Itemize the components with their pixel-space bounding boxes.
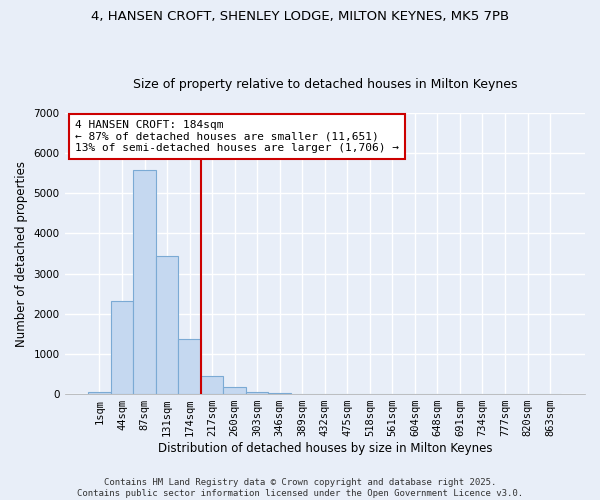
- Bar: [111, 302, 133, 394]
- Title: Size of property relative to detached houses in Milton Keynes: Size of property relative to detached ho…: [133, 78, 517, 91]
- Bar: [223, 387, 246, 394]
- X-axis label: Distribution of detached houses by size in Milton Keynes: Distribution of detached houses by size …: [158, 442, 492, 455]
- Y-axis label: Number of detached properties: Number of detached properties: [15, 160, 28, 346]
- Text: Contains HM Land Registry data © Crown copyright and database right 2025.
Contai: Contains HM Land Registry data © Crown c…: [77, 478, 523, 498]
- Bar: [201, 376, 223, 394]
- Bar: [88, 392, 111, 394]
- Bar: [178, 340, 201, 394]
- Bar: [246, 392, 268, 394]
- Text: 4 HANSEN CROFT: 184sqm
← 87% of detached houses are smaller (11,651)
13% of semi: 4 HANSEN CROFT: 184sqm ← 87% of detached…: [75, 120, 399, 153]
- Bar: [133, 170, 156, 394]
- Text: 4, HANSEN CROFT, SHENLEY LODGE, MILTON KEYNES, MK5 7PB: 4, HANSEN CROFT, SHENLEY LODGE, MILTON K…: [91, 10, 509, 23]
- Bar: [156, 256, 178, 394]
